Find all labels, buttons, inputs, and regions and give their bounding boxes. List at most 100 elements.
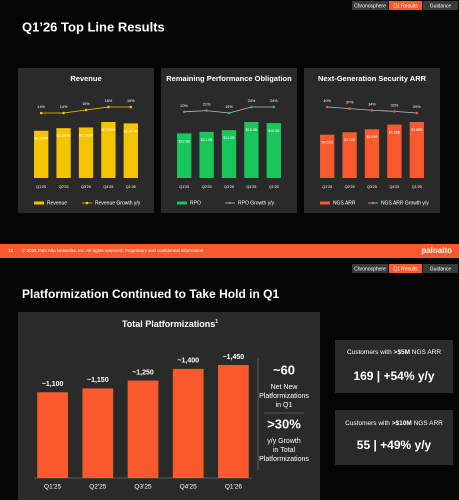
stat-text: in Total: [273, 447, 295, 454]
legend-label: NGS ARR Growth y/y: [381, 200, 429, 206]
bar: [34, 130, 49, 178]
x-tick-label: Q1'26: [269, 185, 279, 189]
bar: [78, 127, 94, 178]
bar: [409, 122, 424, 178]
stat-text: Platformizations: [259, 393, 309, 400]
legend-swatch: [34, 201, 44, 205]
x-tick-label: Q1'26: [412, 185, 422, 189]
tab-label[interactable]: Q1 Results: [393, 3, 418, 9]
growth-label: 15%: [82, 102, 90, 106]
bar: [56, 128, 71, 178]
tabs: Chronosphere Q1 Results Guidance: [352, 1, 458, 10]
growth-point: [62, 111, 65, 115]
growth-label: 21%: [203, 103, 211, 107]
growth-point: [325, 105, 329, 109]
value-label: $4.52B: [322, 141, 334, 145]
value-label: ~1,400: [177, 358, 199, 365]
value-label: $2,139M: [34, 137, 48, 141]
tab-active[interactable]: [389, 264, 422, 273]
tab-label[interactable]: Chronosphere: [354, 266, 386, 272]
tab[interactable]: [423, 264, 458, 273]
bar: [244, 122, 259, 178]
box-label: Customers with >$5M NGS ARR: [347, 349, 441, 356]
bar: [387, 124, 402, 178]
tabs: Chronosphere Q1 Results Guidance: [352, 264, 458, 273]
x-tick-label: Q1'26: [225, 484, 243, 491]
growth-point: [370, 108, 374, 112]
box-highlight: >$5M: [394, 349, 410, 356]
tab-label[interactable]: Chronosphere: [354, 3, 386, 9]
bar: [123, 123, 138, 178]
box-prefix: Customers with: [347, 349, 394, 356]
box-suffix: NGS ARR: [412, 420, 443, 427]
tab-label[interactable]: Guidance: [430, 266, 452, 272]
growth-label: 16%: [105, 99, 113, 103]
growth-point: [393, 110, 396, 113]
growth-label: 37%: [346, 101, 354, 105]
chart-title: Remaining Performance Obligation: [166, 74, 292, 83]
tab-label[interactable]: Q1 Results: [393, 266, 418, 272]
x-tick-label: Q1'26: [126, 185, 136, 189]
growth-label: 32%: [391, 103, 399, 107]
tab-label[interactable]: Guidance: [430, 3, 452, 9]
tab[interactable]: [352, 1, 388, 10]
bar: [266, 123, 281, 178]
box-suffix: NGS ARR: [410, 349, 441, 356]
value-label: $13.0B: [201, 138, 213, 142]
x-tick-label: Q1'25: [179, 185, 189, 189]
tab-active[interactable]: [389, 1, 422, 10]
chart-panel: [18, 312, 320, 500]
growth-label: 24%: [270, 99, 278, 103]
x-tick-label: Q4'25: [103, 185, 113, 189]
x-tick-label: Q2'25: [59, 185, 69, 189]
x-tick-label: Q1'25: [44, 484, 62, 491]
value-label: $12.6B: [179, 139, 191, 143]
box-highlight: >$10M: [392, 420, 412, 427]
tab[interactable]: [352, 264, 388, 273]
legend-label: NGS ARR: [333, 200, 356, 206]
growth-label: 19%: [225, 105, 233, 109]
value-label: $13.5B: [223, 136, 235, 140]
bar: [221, 130, 237, 178]
legend-label: Revenue: [47, 200, 67, 206]
box-value: 169 | +54% y/y: [353, 369, 434, 383]
growth-point: [415, 111, 419, 115]
legend-swatch: [371, 201, 375, 205]
title-note: 1: [215, 319, 218, 325]
value-label: $15.5B: [268, 129, 280, 133]
box-label: Customers with >$10M NGS ARR: [345, 420, 443, 427]
page-number: 18: [8, 248, 14, 253]
growth-point: [205, 109, 208, 112]
legend-label: Revenue Growth y/y: [95, 200, 141, 206]
value-label: ~1,450: [223, 354, 245, 361]
footer-bar: [0, 244, 459, 258]
growth-label: 24%: [248, 99, 256, 103]
stat-text: y/y Growth: [267, 438, 301, 445]
bar: [37, 392, 68, 478]
slide-title: Q1’26 Top Line Results: [22, 19, 165, 34]
bar: [172, 368, 204, 478]
legend-swatch: [85, 201, 89, 205]
x-tick-label: Q4'25: [246, 185, 256, 189]
x-tick-label: Q3'25: [224, 185, 234, 189]
chart-title: Next-Generation Security ARR: [318, 74, 427, 83]
value-label: ~1,100: [42, 381, 64, 388]
growth-label: 14%: [37, 105, 45, 109]
growth-point: [84, 108, 88, 112]
value-label: ~1,250: [132, 369, 154, 376]
growth-point: [182, 110, 186, 114]
growth-point: [250, 105, 253, 109]
slide-title: Platformization Continued to Take Hold i…: [22, 287, 279, 301]
legend-swatch: [177, 201, 187, 205]
growth-label: 34%: [368, 102, 376, 106]
logo: paloalto: [421, 246, 452, 255]
growth-label: 14%: [60, 105, 68, 109]
x-tick-label: Q2'25: [202, 185, 212, 189]
tab[interactable]: [423, 1, 458, 10]
x-tick-label: Q3'25: [367, 185, 377, 189]
chart-title: Total Platformizations1: [122, 319, 218, 329]
box-value: 55 | +49% y/y: [357, 438, 432, 452]
value-label: $5.09B: [366, 135, 378, 139]
growth-label: 16%: [127, 99, 135, 103]
